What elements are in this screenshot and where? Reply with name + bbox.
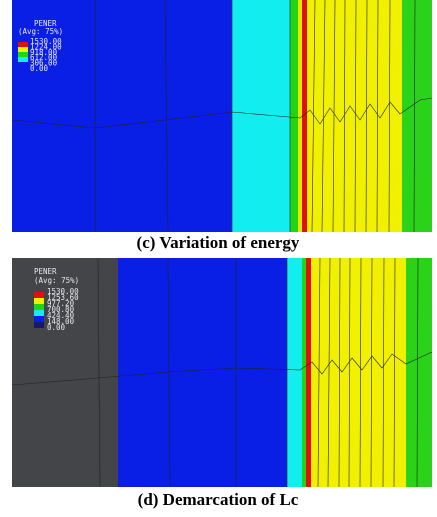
legend-label: 0.00: [47, 323, 66, 332]
legend-subtitle: (Avg: 75%): [18, 27, 63, 36]
legend-title: PENER: [34, 267, 57, 276]
figure: PENER (Avg: 75%) (c) Variation of energy…: [0, 0, 437, 517]
legend-subtitle: (Avg: 75%): [34, 276, 79, 285]
caption: (d) Demarcation of Lc: [138, 490, 299, 509]
caption: (c) Variation of energy: [137, 233, 300, 252]
legend-label: 0.00: [30, 64, 49, 73]
panel-c-image: PENER (Avg: 75%): [12, 0, 432, 232]
